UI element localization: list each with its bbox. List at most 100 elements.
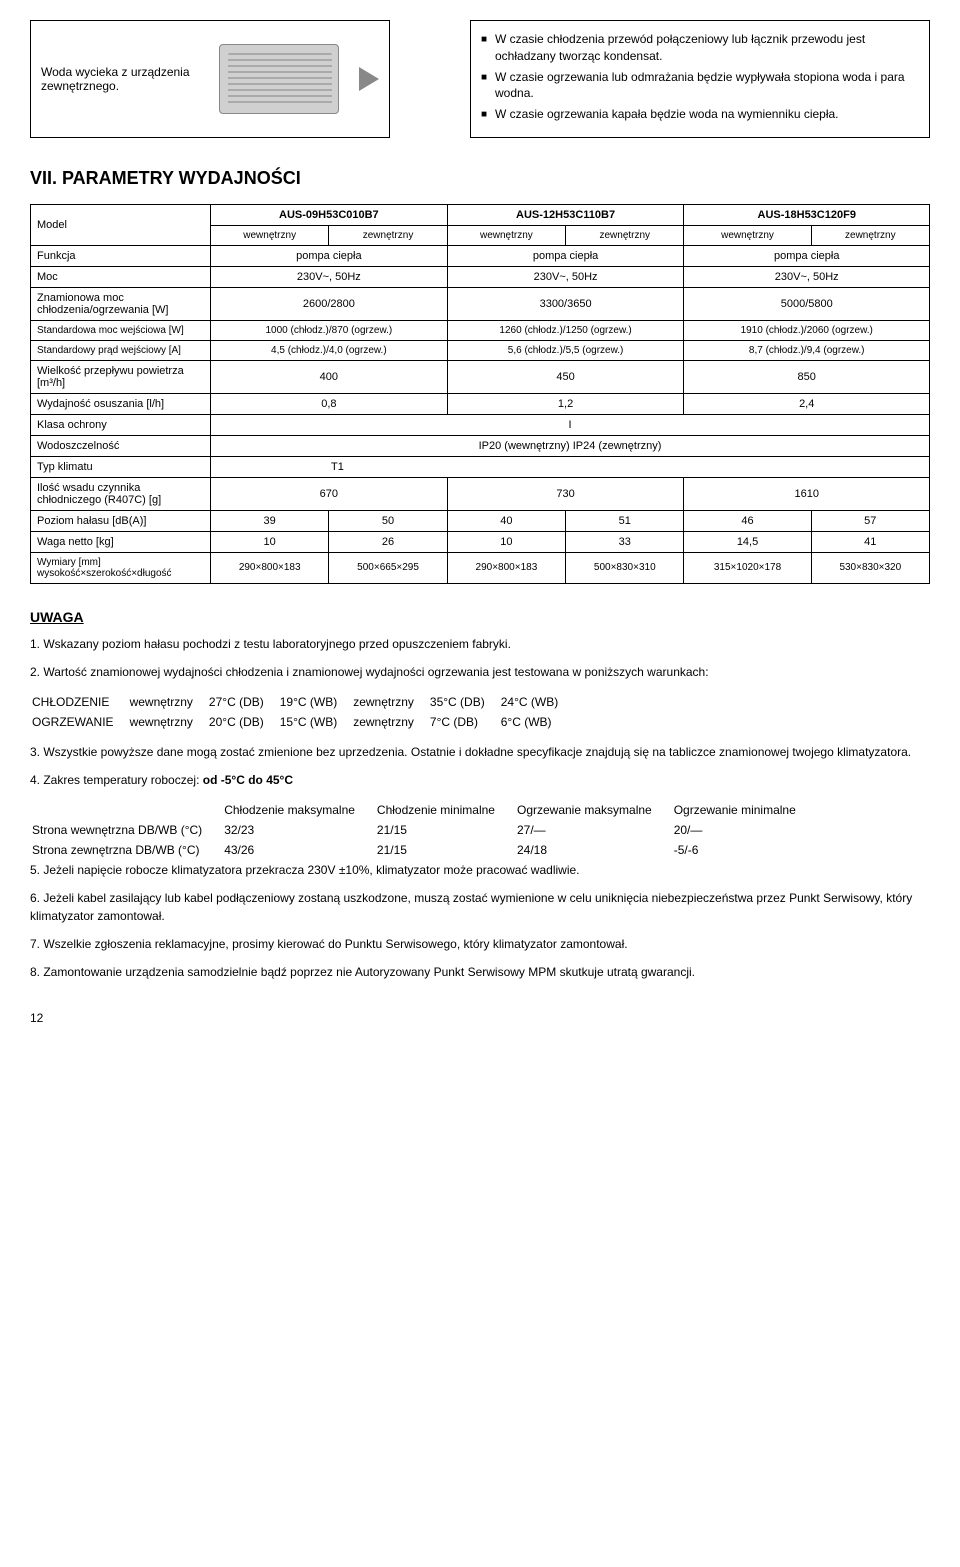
row-wym-1a: 290×800×183 xyxy=(211,552,329,583)
row-halas-1a: 39 xyxy=(211,510,329,531)
range-r2-c5: -5/-6 xyxy=(674,841,816,859)
sub-3b: zewnętrzny xyxy=(811,225,929,245)
row-waga-label: Waga netto [kg] xyxy=(31,531,211,552)
range-h-c4: Ogrzewanie maksymalne xyxy=(517,801,672,819)
cond-r1-c4: 19°C (WB) xyxy=(280,693,351,711)
box-water-leak: Woda wycieka z urządzenia zewnętrznego. xyxy=(30,20,390,138)
notes-section: 1. Wskazany poziom hałasu pochodzi z tes… xyxy=(30,635,930,981)
range-r1-c4: 27/— xyxy=(517,821,672,839)
row-wodo-label: Wodoszczelność xyxy=(31,435,211,456)
hdr-m2: AUS-12H53C110B7 xyxy=(447,204,684,225)
note-5: 5. Jeżeli napięcie robocze klimatyzatora… xyxy=(30,861,930,879)
cond-r2-c7: 6°C (WB) xyxy=(501,713,572,731)
sub-1a: wewnętrzny xyxy=(211,225,329,245)
row-funkcja-1: pompa ciepła xyxy=(211,245,448,266)
row-wym-1b: 500×665×295 xyxy=(329,552,447,583)
row-przeplyw-3: 850 xyxy=(684,360,930,393)
uwaga-heading: UWAGA xyxy=(30,609,930,625)
leak-text: Woda wycieka z urządzenia zewnętrznego. xyxy=(41,65,209,93)
row-funkcja-label: Funkcja xyxy=(31,245,211,266)
sub-2b: zewnętrzny xyxy=(566,225,684,245)
row-halas-3a: 46 xyxy=(684,510,811,531)
row-klimat-v: T1 xyxy=(211,456,930,477)
arrow-icon xyxy=(359,67,379,91)
range-r1-c1: Strona wewnętrzna DB/WB (°C) xyxy=(32,821,222,839)
row-wsad-2: 730 xyxy=(447,477,684,510)
cond-r1-c3: 27°C (DB) xyxy=(209,693,278,711)
cond-r1-c1: CHŁODZENIE xyxy=(32,693,128,711)
range-h-c5: Ogrzewanie minimalne xyxy=(674,801,816,819)
row-halas-2a: 40 xyxy=(447,510,565,531)
row-waga-3a: 14,5 xyxy=(684,531,811,552)
row-osusz-3: 2,4 xyxy=(684,393,930,414)
row-osusz-1: 0,8 xyxy=(211,393,448,414)
row-waga-2b: 33 xyxy=(566,531,684,552)
row-waga-1a: 10 xyxy=(211,531,329,552)
row-waga-2a: 10 xyxy=(447,531,565,552)
cond-r1-c5: zewnętrzny xyxy=(353,693,428,711)
row-znam-2: 3300/3650 xyxy=(447,287,684,320)
row-znam-label: Znamionowa moc chłodzenia/ogrzewania [W] xyxy=(31,287,211,320)
row-przeplyw-2: 450 xyxy=(447,360,684,393)
row-moc-label: Moc xyxy=(31,266,211,287)
row-stdprad-label: Standardowy prąd wejściowy [A] xyxy=(31,340,211,360)
cond-r2-c2: wewnętrzny xyxy=(130,713,207,731)
row-halas-1b: 50 xyxy=(329,510,447,531)
row-klimat-label: Typ klimatu xyxy=(31,456,211,477)
note-4-pre: 4. Zakres temperatury roboczej: xyxy=(30,773,203,787)
note-1: 1. Wskazany poziom hałasu pochodzi z tes… xyxy=(30,635,930,653)
range-r2-c1: Strona zewnętrzna DB/WB (°C) xyxy=(32,841,222,859)
row-wym-3b: 530×830×320 xyxy=(811,552,929,583)
row-stdprad-2: 5,6 (chłodz.)/5,5 (ogrzew.) xyxy=(447,340,684,360)
row-funkcja-2: pompa ciepła xyxy=(447,245,684,266)
row-wym-2b: 500×830×310 xyxy=(566,552,684,583)
range-h-c3: Chłodzenie minimalne xyxy=(377,801,515,819)
row-klasa-label: Klasa ochrony xyxy=(31,414,211,435)
cond-r2-c1: OGRZEWANIE xyxy=(32,713,128,731)
cond-r2-c4: 15°C (WB) xyxy=(280,713,351,731)
row-moc-1: 230V~, 50Hz xyxy=(211,266,448,287)
row-wsad-1: 670 xyxy=(211,477,448,510)
row-osusz-label: Wydajność osuszania [l/h] xyxy=(31,393,211,414)
hdr-m3: AUS-18H53C120F9 xyxy=(684,204,930,225)
row-moc-2: 230V~, 50Hz xyxy=(447,266,684,287)
range-r2-c3: 21/15 xyxy=(377,841,515,859)
row-waga-3b: 41 xyxy=(811,531,929,552)
row-wsad-label: Ilość wsadu czynnika chłodniczego (R407C… xyxy=(31,477,211,510)
note-2: 2. Wartość znamionowej wydajności chłodz… xyxy=(30,663,930,681)
conditions-table: CHŁODZENIE wewnętrzny 27°C (DB) 19°C (WB… xyxy=(30,691,574,733)
row-funkcja-3: pompa ciepła xyxy=(684,245,930,266)
note-3: 3. Wszystkie powyższe dane mogą zostać z… xyxy=(30,743,930,761)
sub-3a: wewnętrzny xyxy=(684,225,811,245)
row-moc-3: 230V~, 50Hz xyxy=(684,266,930,287)
section-heading: VII. PARAMETRY WYDAJNOŚCI xyxy=(30,168,930,189)
sub-1b: zewnętrzny xyxy=(329,225,447,245)
cond-r1-c2: wewnętrzny xyxy=(130,693,207,711)
cond-r1-c7: 24°C (WB) xyxy=(501,693,572,711)
note-8: 8. Zamontowanie urządzenia samodzielnie … xyxy=(30,963,930,981)
range-r2-c2: 43/26 xyxy=(224,841,375,859)
row-stdprad-3: 8,7 (chłodz.)/9,4 (ogrzew.) xyxy=(684,340,930,360)
range-r1-c3: 21/15 xyxy=(377,821,515,839)
hdr-m1: AUS-09H53C010B7 xyxy=(211,204,448,225)
range-h-c2: Chłodzenie maksymalne xyxy=(224,801,375,819)
spec-table: Model AUS-09H53C010B7 AUS-12H53C110B7 AU… xyxy=(30,204,930,584)
bullet-2: W czasie ogrzewania lub odmrażania będzi… xyxy=(481,69,919,103)
cond-r1-c6: 35°C (DB) xyxy=(430,693,499,711)
range-table: Chłodzenie maksymalne Chłodzenie minimal… xyxy=(30,799,818,861)
ac-unit-icon xyxy=(219,44,339,114)
range-r2-c4: 24/18 xyxy=(517,841,672,859)
page-number: 12 xyxy=(30,1011,930,1025)
row-halas-label: Poziom hałasu [dB(A)] xyxy=(31,510,211,531)
hdr-model: Model xyxy=(31,204,211,245)
note-4: 4. Zakres temperatury roboczej: od -5°C … xyxy=(30,771,930,789)
row-przeplyw-1: 400 xyxy=(211,360,448,393)
row-wodo-v: IP20 (wewnętrzny) IP24 (zewnętrzny) xyxy=(211,435,930,456)
range-r1-c2: 32/23 xyxy=(224,821,375,839)
cond-r2-c3: 20°C (DB) xyxy=(209,713,278,731)
note-7: 7. Wszelkie zgłoszenia reklamacyjne, pro… xyxy=(30,935,930,953)
row-osusz-2: 1,2 xyxy=(447,393,684,414)
row-stdmoc-2: 1260 (chłodz.)/1250 (ogrzew.) xyxy=(447,320,684,340)
bullet-1: W czasie chłodzenia przewód połączeniowy… xyxy=(481,31,919,65)
row-wym-label: Wymiary [mm] wysokość×szerokość×długość xyxy=(31,552,211,583)
